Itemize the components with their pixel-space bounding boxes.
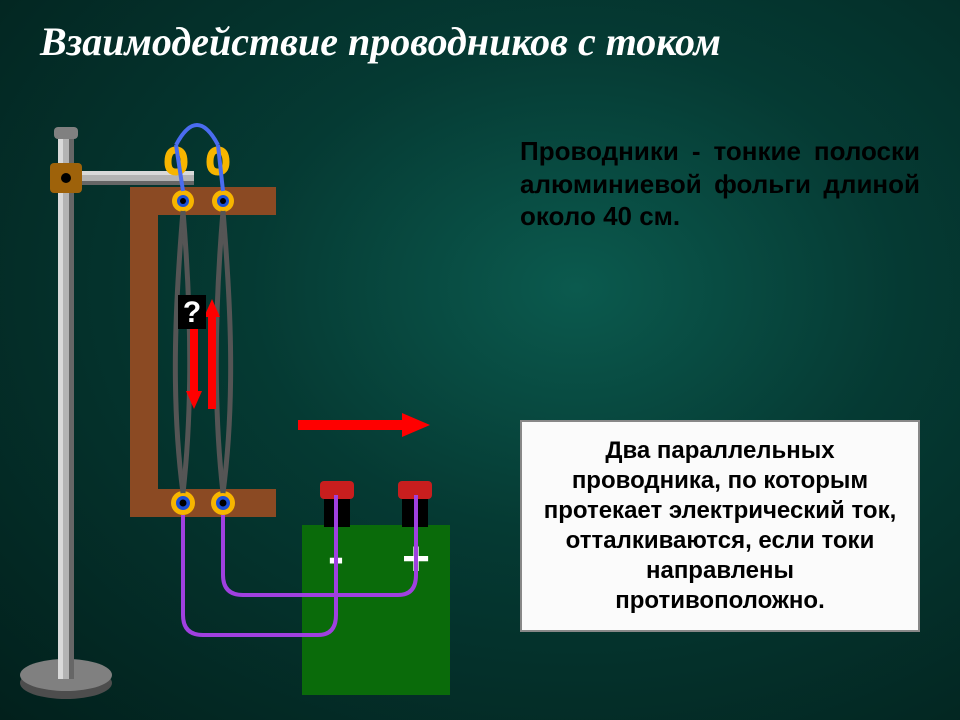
frame-terminal-top-left <box>172 190 194 212</box>
battery: - + <box>302 481 450 695</box>
question-mark: ? <box>178 295 206 329</box>
stand-rod <box>54 127 78 679</box>
info-box: Два параллельных проводника, по которым … <box>520 420 920 632</box>
frame <box>130 187 276 517</box>
physics-diagram: ? - + <box>18 95 498 715</box>
description-text: Проводники - тонкие полоски алюминиевой … <box>520 135 920 233</box>
frame-terminal-bottom-right <box>211 491 235 515</box>
svg-text:?: ? <box>183 296 201 329</box>
direction-arrow <box>298 413 430 437</box>
frame-terminal-bottom-left <box>171 491 195 515</box>
conductor-right <box>216 211 230 493</box>
frame-terminal-top-right <box>212 190 234 212</box>
conductor-left <box>175 211 189 493</box>
page-title: Взаимодействие проводников с током <box>40 18 721 65</box>
